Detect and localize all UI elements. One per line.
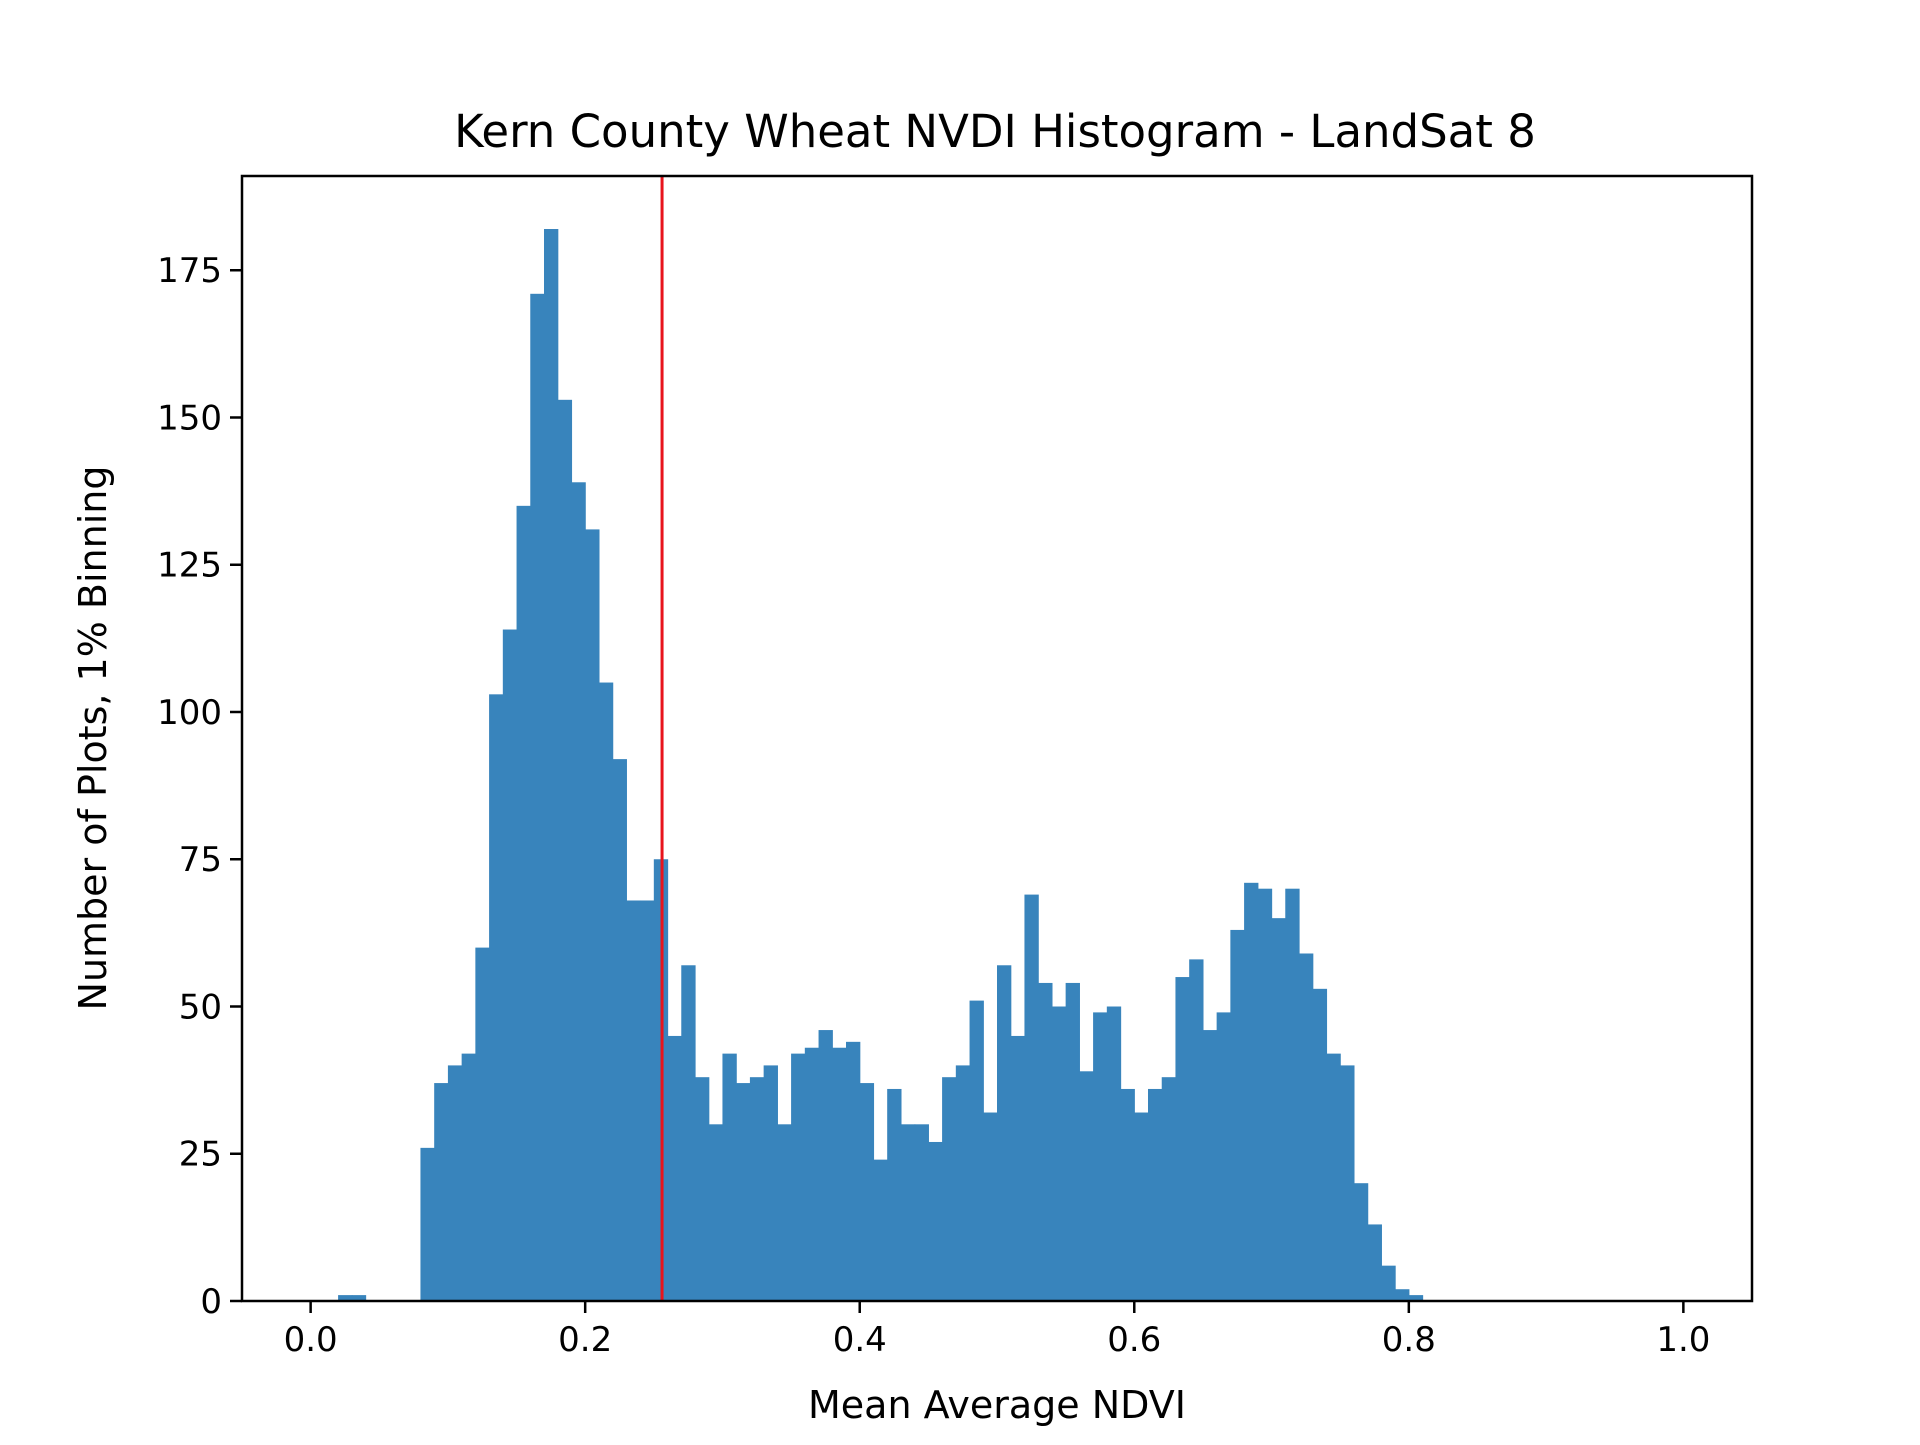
y-axis-title: Number of Plots, 1% Binning	[71, 466, 115, 1011]
histogram-bar	[763, 1065, 778, 1301]
histogram-bar	[667, 1035, 682, 1301]
chart-title: Kern County Wheat NVDI Histogram - LandS…	[454, 105, 1536, 158]
histogram-bar	[1202, 1030, 1218, 1301]
y-tick-label: 0	[200, 1282, 222, 1322]
x-axis-title: Mean Average NDVI	[808, 1383, 1186, 1427]
histogram-bar	[722, 1053, 737, 1301]
histogram-bar	[1065, 982, 1080, 1301]
x-tick-label: 0.2	[558, 1320, 612, 1360]
histogram-bar	[1161, 1077, 1177, 1301]
histogram-bar	[846, 1041, 861, 1301]
histogram-bar	[1189, 959, 1204, 1301]
x-tick-label: 1.0	[1656, 1320, 1710, 1360]
histogram-bar	[887, 1088, 902, 1301]
y-tick-label: 150	[157, 398, 222, 438]
histogram-bar	[557, 399, 573, 1301]
histogram-bar	[530, 293, 545, 1301]
histogram-bar	[598, 682, 614, 1301]
y-tick-label: 125	[157, 546, 222, 586]
histogram-bar	[1079, 1071, 1094, 1301]
histogram-bar	[1120, 1088, 1135, 1301]
histogram-bar	[1353, 1183, 1369, 1301]
x-tick-label: 0.6	[1107, 1320, 1161, 1360]
histogram-bar	[818, 1030, 833, 1301]
histogram-bar	[434, 1083, 449, 1301]
histogram-bar	[1408, 1295, 1424, 1301]
y-axis: 0 25 50 75 100 125 150 175	[157, 251, 242, 1322]
histogram-bar	[791, 1053, 806, 1301]
histogram-bar	[502, 629, 518, 1301]
histogram-bar	[1051, 1006, 1067, 1301]
histogram-bar	[1134, 1112, 1149, 1301]
histogram-bar	[804, 1047, 820, 1301]
x-tick-label: 0.0	[284, 1320, 338, 1360]
histogram-bar	[475, 947, 490, 1301]
histogram-bar	[544, 229, 559, 1301]
histogram-bar	[749, 1077, 765, 1301]
histogram-bar	[1148, 1088, 1163, 1301]
histogram-bar	[1244, 882, 1259, 1301]
histogram-bar	[1093, 1012, 1108, 1301]
histogram-bar	[1395, 1289, 1410, 1301]
histogram-bar	[585, 529, 600, 1301]
y-tick-label: 25	[179, 1135, 222, 1175]
histogram-bar	[873, 1159, 888, 1301]
histogram-bar	[1340, 1065, 1355, 1301]
y-tick-label: 75	[179, 840, 222, 880]
histogram-bar	[461, 1053, 476, 1301]
histogram-bar	[832, 1047, 847, 1301]
histogram-bar	[447, 1065, 463, 1301]
histogram-bar	[955, 1065, 971, 1301]
histogram-bar	[1312, 988, 1328, 1301]
histogram-bar	[420, 1147, 435, 1301]
histogram-bar	[695, 1077, 710, 1301]
histogram-bar	[914, 1124, 929, 1301]
histogram-bar	[489, 694, 504, 1301]
plot-frame	[240, 174, 1754, 1303]
histogram-bar	[1299, 953, 1314, 1301]
histogram-bar	[928, 1141, 943, 1301]
histogram-bar	[1367, 1224, 1382, 1301]
histogram-bar	[859, 1083, 875, 1301]
histogram-bar	[1381, 1265, 1396, 1301]
histogram-bars	[338, 229, 1424, 1302]
histogram-bar	[1257, 888, 1273, 1301]
histogram-bar	[1216, 1012, 1231, 1301]
histogram-bar	[571, 482, 586, 1301]
histogram-bar	[640, 900, 655, 1301]
histogram-bar	[626, 900, 641, 1301]
histogram-bar	[969, 1000, 984, 1301]
x-axis: 0.0 0.2 0.4 0.6 0.8 1.0	[284, 1301, 1710, 1360]
histogram-bar	[351, 1295, 367, 1301]
histogram-bar	[1106, 1006, 1122, 1301]
y-tick-label: 100	[157, 693, 222, 733]
histogram-bar	[900, 1124, 916, 1301]
histogram-bar	[1038, 982, 1053, 1301]
histogram-bar	[1285, 888, 1300, 1301]
histogram-bar	[1230, 929, 1245, 1301]
histogram-bar	[516, 505, 531, 1302]
histogram-bar	[612, 759, 627, 1301]
histogram-bar	[1024, 894, 1039, 1301]
histogram-bar	[1326, 1053, 1341, 1301]
histogram-bar	[1175, 977, 1190, 1301]
histogram-bar	[942, 1077, 957, 1301]
y-tick-label: 50	[179, 987, 222, 1027]
histogram-bar	[736, 1083, 751, 1301]
histogram-bar	[681, 965, 696, 1301]
histogram-bar	[777, 1124, 792, 1301]
histogram-bar	[338, 1295, 353, 1301]
histogram-bar	[983, 1112, 998, 1301]
histogram-bar	[1010, 1035, 1026, 1301]
x-tick-label: 0.8	[1382, 1320, 1436, 1360]
y-tick-label: 175	[157, 251, 222, 291]
histogram-bar	[997, 965, 1012, 1301]
histogram-bar	[1271, 918, 1286, 1301]
x-tick-label: 0.4	[833, 1320, 887, 1360]
histogram-bar	[708, 1124, 724, 1301]
